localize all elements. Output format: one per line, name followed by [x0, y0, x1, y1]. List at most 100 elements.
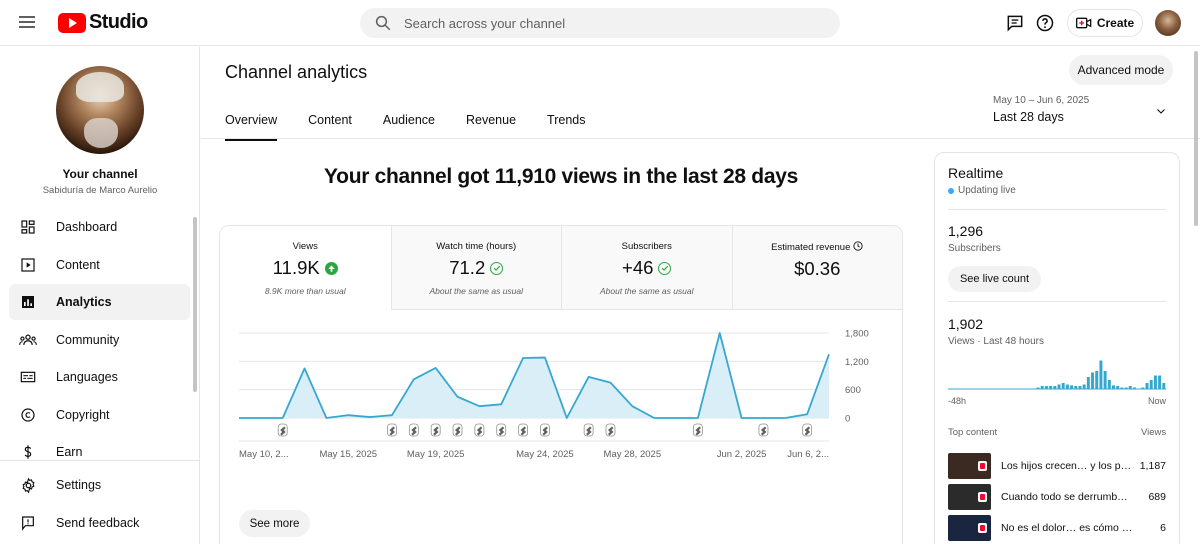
metric-subscribers[interactable]: Subscribers +46 About the same as usual [561, 226, 732, 310]
sidebar-item-settings[interactable]: Settings [9, 467, 190, 503]
y-tick-label: 1,800 [845, 329, 869, 340]
realtime-bar-chart[interactable] [948, 358, 1166, 390]
top-content-item[interactable]: Los hijos crecen… y los p… 1,187 [948, 453, 1168, 479]
sidebar-item-content[interactable]: Content [9, 247, 190, 283]
tab-revenue[interactable]: Revenue [466, 113, 517, 127]
x-tick-label: May 28, 2025 [604, 449, 662, 460]
account-avatar[interactable] [1155, 10, 1181, 36]
metric-label: Subscribers [621, 241, 672, 252]
realtime-divider [948, 301, 1166, 302]
copyright-icon [19, 406, 37, 424]
realtime-axis-start: -48h [948, 396, 967, 406]
y-tick-label: 1,200 [845, 357, 869, 368]
x-tick-label: May 10, 2... [239, 449, 289, 460]
main-scrollbar[interactable] [1194, 51, 1198, 226]
chevron-down-icon[interactable] [1155, 105, 1167, 117]
video-thumbnail [948, 484, 991, 510]
shorts-icon [978, 461, 987, 471]
views-area [239, 333, 829, 418]
shorts-upload-icon[interactable] [496, 423, 507, 437]
sidebar-item-community[interactable]: Community [9, 322, 190, 358]
realtime-status: Updating live [948, 185, 1016, 196]
realtime-bar [1057, 384, 1061, 389]
caption-icon[interactable] [1005, 13, 1025, 33]
shorts-upload-icon[interactable] [540, 423, 550, 437]
video-thumbnail [948, 453, 991, 479]
shorts-upload-icon[interactable] [518, 423, 528, 437]
realtime-subscribers: 1,296 [948, 223, 984, 239]
date-range-picker[interactable]: May 10 – Jun 6, 2025 Last 28 days [993, 95, 1089, 124]
studio-logo[interactable]: Studio [58, 11, 148, 34]
realtime-bar [1128, 386, 1132, 389]
see-live-count-button[interactable]: See live count [948, 266, 1041, 292]
video-views: 6 [1160, 522, 1166, 534]
shorts-upload-icon[interactable] [692, 423, 703, 437]
sidebar-item-earn[interactable]: Earn [9, 434, 190, 470]
realtime-bar [1091, 372, 1095, 389]
tab-content[interactable]: Content [308, 113, 352, 127]
tab-overview[interactable]: Overview [225, 105, 278, 141]
views-series-line [239, 332, 830, 419]
channel-avatar[interactable] [56, 66, 144, 154]
shorts-upload-icon[interactable] [430, 423, 441, 437]
see-more-button[interactable]: See more [239, 510, 310, 537]
top-bar: Studio Create [0, 0, 1200, 46]
create-button[interactable]: Create [1067, 9, 1143, 37]
search-input[interactable] [404, 15, 804, 31]
tab-audience[interactable]: Audience [382, 113, 435, 127]
shorts-upload-icon[interactable] [474, 423, 485, 437]
realtime-status-text: Updating live [958, 185, 1016, 196]
tab-trends[interactable]: Trends [547, 113, 586, 127]
metric-watch-time[interactable]: Watch time (hours) 71.2 About the same a… [390, 226, 561, 310]
sidebar-scrollbar[interactable] [193, 217, 197, 392]
video-title: Los hijos crecen… y los p… [1001, 460, 1132, 472]
views-chart[interactable]: 1,800 1,200 600 0 May 10, 2... May 15, 2025 Ma… [220, 312, 903, 472]
shorts-upload-icon[interactable] [583, 423, 594, 437]
shorts-upload-icon[interactable] [277, 423, 288, 437]
your-channel-label: Your channel [62, 167, 138, 181]
shorts-upload-icon[interactable] [452, 423, 463, 437]
menu-icon[interactable] [19, 13, 39, 33]
arrow-up-icon [324, 261, 338, 275]
realtime-bar [1074, 386, 1078, 389]
shorts-upload-icon[interactable] [408, 423, 419, 437]
search-icon[interactable] [374, 14, 392, 32]
realtime-card: Realtime Updating live 1,296 Subscribers… [934, 152, 1180, 544]
sidebar-item-send-feedback[interactable]: Send feedback [9, 505, 190, 541]
x-tick-label: May 24, 2025 [516, 449, 574, 460]
realtime-bar [1095, 371, 1099, 389]
sidebar-bottom-nav: Settings Send feedback [9, 467, 190, 542]
shorts-upload-icon[interactable] [605, 423, 616, 437]
sidebar-item-label: Copyright [56, 407, 110, 422]
metric-value: +46 [622, 257, 654, 278]
realtime-views: 1,902 [948, 316, 984, 332]
advanced-mode-button[interactable]: Advanced mode [1069, 55, 1173, 85]
realtime-bar [1141, 387, 1145, 389]
video-views: 1,187 [1139, 460, 1166, 472]
sidebar-item-label: Settings [56, 478, 102, 492]
shorts-upload-icon[interactable] [802, 423, 813, 437]
metric-label: Estimated revenue [771, 242, 851, 253]
realtime-bar [1061, 383, 1065, 389]
sidebar-item-dashboard[interactable]: Dashboard [9, 209, 190, 245]
sidebar-item-languages[interactable]: Languages [9, 359, 190, 395]
help-icon[interactable] [1035, 13, 1055, 33]
top-content-item[interactable]: No es el dolor… es cómo lo en… 6 [948, 515, 1168, 541]
x-tick-label: Jun 2, 2025 [717, 449, 767, 460]
sidebar-item-analytics[interactable]: Analytics [9, 284, 190, 320]
check-circle-icon [490, 261, 504, 275]
metric-views[interactable]: Views 11.9K 8.9K more than usual [220, 226, 391, 310]
realtime-divider [948, 209, 1166, 210]
metric-label: Views [292, 241, 318, 252]
sidebar-item-label: Earn [56, 445, 83, 459]
realtime-bar [1082, 384, 1086, 389]
top-content-item[interactable]: Cuando todo se derrumba, … 689 [948, 484, 1168, 510]
sidebar-item-copyright[interactable]: Copyright [9, 397, 190, 433]
metric-estimated-revenue[interactable]: Estimated revenue $0.36 [731, 226, 902, 310]
shorts-upload-icon[interactable] [758, 423, 769, 437]
sidebar-item-label: Languages [56, 370, 118, 384]
metric-label: Watch time (hours) [436, 241, 517, 252]
shorts-upload-icon[interactable] [387, 423, 397, 437]
sidebar: Your channel Sabiduría de Marco Aurelio … [0, 47, 200, 544]
realtime-bar [1112, 385, 1115, 389]
